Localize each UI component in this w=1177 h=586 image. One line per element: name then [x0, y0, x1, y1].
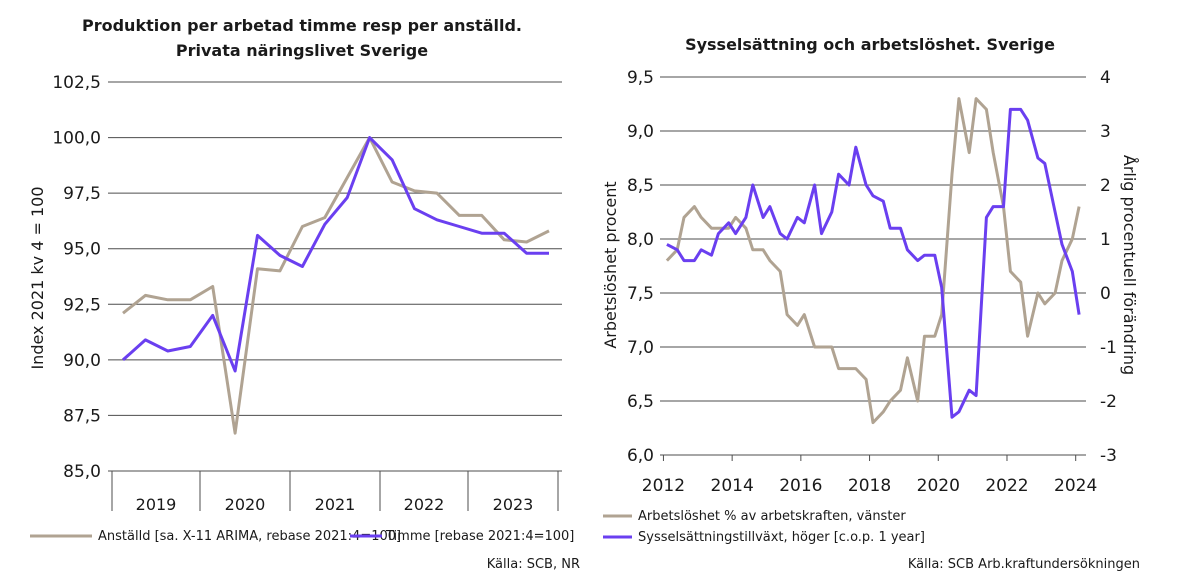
legend-label-timme: Timme [rebase 2021:4=100]: [385, 529, 574, 544]
right-series: [665, 97, 1081, 425]
left-series: [122, 136, 550, 435]
right-right-y-tick: 2: [1100, 176, 1111, 196]
left-x-tick: 2019: [136, 495, 177, 514]
left-x-tick: 2020: [225, 495, 266, 514]
right-left-y-tick: 9,5: [627, 68, 654, 88]
right-gridlines: [660, 76, 1086, 461]
series-line-arbetsloshet: [665, 97, 1081, 425]
left-chart-subtitle: Privata näringslivet Sverige: [176, 41, 428, 60]
right-right-y-tick-labels: -3 -2 -1 0 1 2 3 4: [1100, 68, 1117, 466]
left-y-tick: 92,5: [63, 295, 101, 315]
left-legend: Anställd [sa. X-11 ARIMA, rebase 2021:4=…: [30, 529, 574, 544]
left-y-axis-label: Index 2021 kv 4 = 100: [28, 186, 47, 369]
left-chart-title: Produktion per arbetad timme resp per an…: [82, 16, 522, 35]
left-y-tick: 100,0: [52, 129, 101, 149]
right-left-y-tick: 7,0: [627, 338, 654, 358]
right-x-tick: 2012: [642, 476, 685, 496]
left-x-tick-labels: 2019 2020 2021 2022 2023: [136, 495, 534, 514]
right-x-tick: 2014: [711, 476, 754, 496]
right-right-y-tick: 1: [1100, 230, 1111, 250]
left-y-tick: 85,0: [63, 462, 101, 482]
right-left-y-tick: 8,5: [627, 176, 654, 196]
left-y-tick: 102,5: [52, 73, 101, 93]
right-x-tick: 2020: [917, 476, 960, 496]
left-y-tick-labels: 85,0 87,5 90,0 92,5 95,0 97,5 100,0 102,5: [52, 73, 101, 482]
left-x-tick: 2021: [315, 495, 356, 514]
left-y-tick: 97,5: [63, 184, 101, 204]
left-y-tick: 95,0: [63, 240, 101, 260]
right-right-y-tick: 3: [1100, 122, 1111, 142]
series-line-sysselsattning: [666, 107, 1081, 419]
right-left-y-tick: 6,5: [627, 392, 654, 412]
left-y-tick: 90,0: [63, 351, 101, 371]
right-chart-title: Sysselsättning och arbetslöshet. Sverige: [685, 35, 1055, 54]
right-chart: Sysselsättning och arbetslöshet. Sverige…: [601, 35, 1140, 572]
left-chart: Produktion per arbetad timme resp per an…: [28, 16, 580, 572]
legend-label-anstalld: Anställd [sa. X-11 ARIMA, rebase 2021:4=…: [98, 529, 401, 544]
right-left-y-tick: 6,0: [627, 446, 654, 466]
left-gridlines: [108, 81, 562, 511]
left-x-tick: 2023: [493, 495, 534, 514]
right-right-y-tick: -3: [1100, 446, 1117, 466]
right-right-y-axis-label: Årlig procentuell förändring: [1120, 155, 1139, 375]
left-x-tick: 2022: [404, 495, 445, 514]
left-y-tick: 87,5: [63, 406, 101, 426]
right-legend: Arbetslöshet % av arbetskraften, vänster…: [603, 509, 925, 545]
right-left-y-tick: 7,5: [627, 284, 654, 304]
right-right-y-tick: -2: [1100, 392, 1117, 412]
right-x-tick-labels: 2012 2014 2016 2018 2020 2022 2024: [642, 476, 1098, 496]
right-left-y-axis-label: Arbetslöshet procent: [601, 181, 620, 348]
right-left-y-tick: 8,0: [627, 230, 654, 250]
left-source: Källa: SCB, NR: [487, 557, 580, 572]
right-left-y-tick-labels: 6,0 6,5 7,0 7,5 8,0 8,5 9,0 9,5: [627, 68, 654, 466]
right-right-y-tick: -1: [1100, 338, 1117, 358]
right-x-tick: 2016: [779, 476, 822, 496]
right-left-y-tick: 9,0: [627, 122, 654, 142]
right-x-tick: 2022: [985, 476, 1028, 496]
series-line-timme: [122, 136, 549, 373]
right-x-tick: 2018: [848, 476, 891, 496]
series-line-anstalld: [122, 136, 550, 435]
right-source: Källa: SCB Arb.kraftundersökningen: [908, 557, 1140, 572]
right-right-y-tick: 4: [1100, 68, 1111, 88]
legend-label-syssel: Sysselsättningstillväxt, höger [c.o.p. 1…: [638, 530, 925, 545]
legend-label-arbetsloshet: Arbetslöshet % av arbetskraften, vänster: [638, 509, 906, 524]
right-x-tick: 2024: [1054, 476, 1097, 496]
right-right-y-tick: 0: [1100, 284, 1111, 304]
